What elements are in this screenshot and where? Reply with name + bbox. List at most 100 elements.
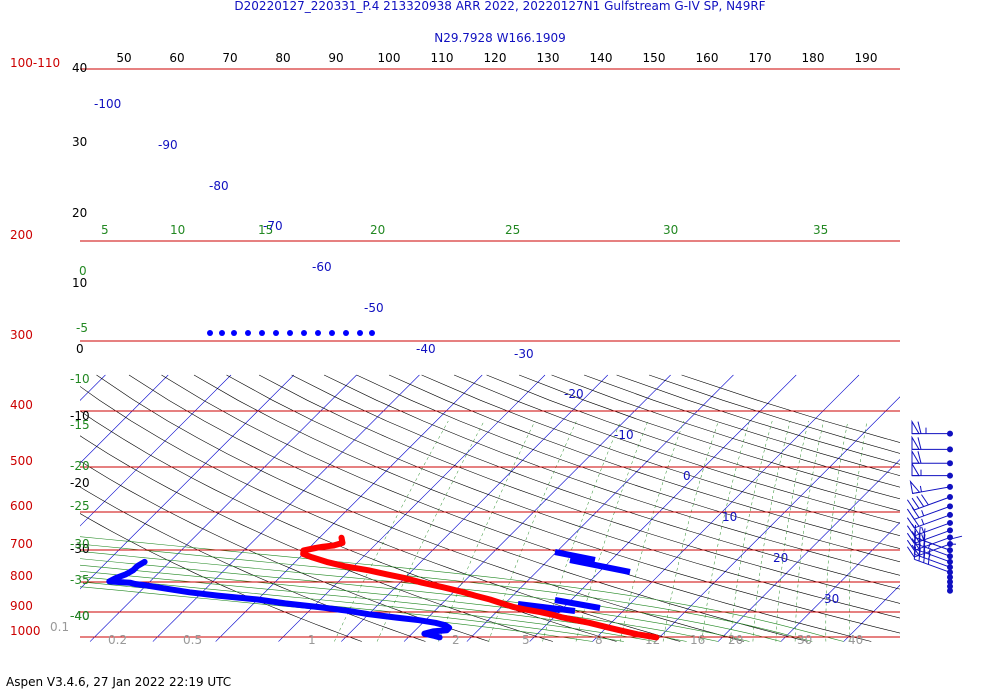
isotherm-label: -40	[416, 342, 436, 356]
dry-adiabat-line	[323, 374, 900, 576]
dry-adiabat-line	[80, 513, 362, 642]
dry-adiabat-line	[80, 386, 681, 642]
moist-adiabat-line	[80, 581, 624, 642]
dewpoint-noise	[554, 549, 596, 563]
top-scale-label: 170	[749, 51, 772, 65]
temperature-trace	[300, 534, 660, 641]
chart-title-line-1: D20220127_220331_P.4 213320938 ARR 2022,…	[234, 0, 766, 13]
dry-adiabat-line	[226, 374, 900, 619]
left-temperature-label: 0	[76, 342, 84, 356]
dry-adiabat-line	[583, 374, 900, 476]
wind-barb	[909, 479, 953, 495]
left-temperature-label: -10	[70, 409, 90, 423]
moist-adiabat-label: -20	[70, 459, 90, 473]
pressure-label: 300	[10, 328, 33, 342]
mixing-ratio-label: 40	[848, 633, 863, 647]
dewpoint-noise	[569, 557, 631, 575]
dewpoint-dot	[259, 330, 265, 336]
top-scale-label: 70	[222, 51, 237, 65]
dewpoint-dot	[273, 330, 279, 336]
footer-version: Aspen V3.4.6, 27 Jan 2022 22:19 UTC	[6, 675, 232, 689]
dry-adiabat-line	[193, 374, 900, 634]
isotherm-line	[403, 374, 671, 642]
dry-adiabat-line	[616, 374, 900, 465]
moist-adiabat-top-label: 30	[663, 223, 678, 237]
pressure-label: 100-110	[10, 56, 60, 70]
wind-barb	[911, 419, 953, 437]
top-scale-label: 90	[328, 51, 343, 65]
dry-adiabat-line	[518, 374, 900, 500]
isotherm-line	[80, 374, 295, 590]
wind-barbs	[906, 419, 963, 594]
dry-adiabat-line	[551, 374, 900, 488]
dewpoint-dot	[357, 330, 363, 336]
isotherm-line	[780, 521, 900, 642]
wind-barb	[911, 449, 953, 467]
isotherm-line	[341, 374, 609, 642]
dry-adiabat-line	[486, 374, 900, 512]
pressure-label: 900	[10, 599, 33, 613]
dry-adiabat-line	[356, 374, 900, 563]
isotherm-line	[843, 584, 900, 642]
left-temperature-label: 20	[72, 206, 87, 220]
isotherm-line	[89, 374, 357, 642]
wind-barb	[906, 511, 953, 529]
wind-barb	[911, 435, 953, 453]
isotherm-line	[717, 459, 900, 642]
isotherm-line	[278, 374, 546, 642]
dry-adiabat-line	[96, 374, 744, 642]
moist-adiabat-label: -35	[70, 573, 90, 587]
isotherm-label: -100	[94, 97, 121, 111]
dewpoint-dot	[301, 330, 307, 336]
top-scale-label: 150	[643, 51, 666, 65]
wind-barb	[947, 535, 963, 581]
isotherm-label: -70	[263, 219, 283, 233]
moist-adiabat-label: 0	[79, 264, 87, 278]
isotherm-label: -60	[312, 260, 332, 274]
left-temperature-label: 30	[72, 135, 87, 149]
moist-adiabat-top-label: 10	[170, 223, 185, 237]
pressure-label: 1000	[10, 624, 41, 638]
mixing-ratio-line	[334, 420, 449, 642]
dry-adiabat-line	[128, 374, 808, 642]
moist-adiabat-line	[80, 551, 781, 642]
left-temperature-label: 40	[72, 61, 87, 75]
pressure-label: 800	[10, 569, 33, 583]
isotherm-label: 0	[683, 469, 691, 483]
top-scale-label: 50	[116, 51, 131, 65]
isotherm-line	[466, 374, 734, 642]
top-scale-label: 100	[378, 51, 401, 65]
isotherm-label: -10	[614, 428, 634, 442]
dewpoint-dot	[219, 330, 225, 336]
moist-adiabat-label: -10	[70, 372, 90, 386]
moist-adiabat-top-label: 15	[258, 223, 273, 237]
top-scale-label: 140	[590, 51, 613, 65]
mixing-ratio-label: 0.2	[108, 633, 127, 647]
mixing-ratio-label: 0.1	[50, 620, 69, 634]
mixing-ratio-label: 1	[308, 633, 316, 647]
dry-adiabat-line	[453, 374, 900, 524]
dewpoint-noise	[554, 597, 601, 611]
isotherm-line	[655, 396, 900, 642]
dewpoint-dot	[231, 330, 237, 336]
dewpoint-dot	[245, 330, 251, 336]
moist-adiabat-line	[80, 558, 750, 642]
wind-barb	[947, 583, 953, 590]
mixing-ratio-label: 8	[595, 633, 603, 647]
isotherm-line	[152, 374, 420, 642]
dewpoint-trace	[106, 330, 631, 641]
dewpoint-dot	[343, 330, 349, 336]
mixing-ratio-line	[488, 420, 577, 642]
moist-adiabat-line	[80, 543, 813, 642]
isotherm-label: 30	[824, 592, 839, 606]
moist-adiabat-label: -40	[70, 609, 90, 623]
dewpoint-dot	[369, 330, 375, 336]
mixing-ratio-label: 5	[522, 633, 530, 647]
isotherm-label: 10	[722, 510, 737, 524]
mixing-ratio-lines	[80, 420, 868, 642]
top-scale-label: 130	[537, 51, 560, 65]
dewpoint-dot	[329, 330, 335, 336]
dry-adiabat-line	[80, 486, 426, 642]
